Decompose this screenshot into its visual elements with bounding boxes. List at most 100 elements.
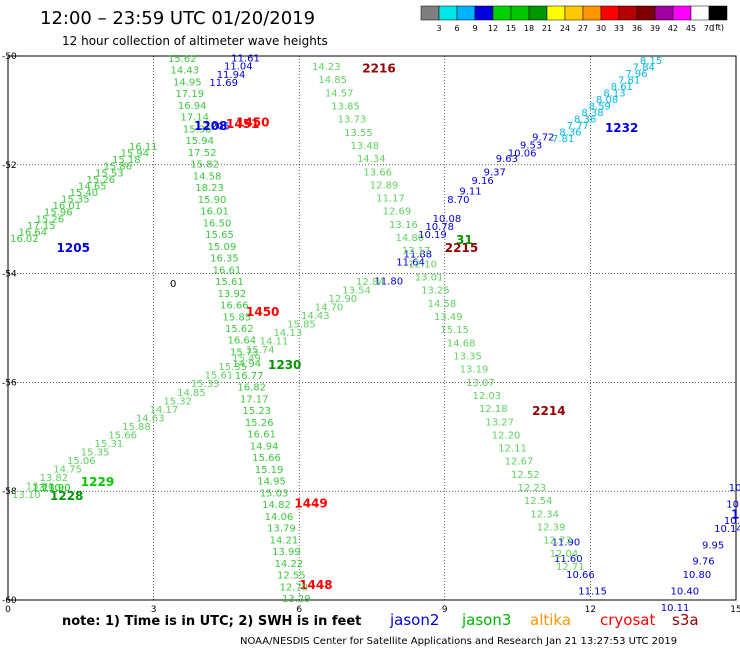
data-point: 14.95 xyxy=(173,77,202,88)
data-point: 16.01 xyxy=(53,201,82,212)
data-point: 12.11 xyxy=(498,444,527,455)
data-point: 12.90 xyxy=(328,294,357,305)
zero-marker: 0 xyxy=(170,279,176,290)
data-point: 14.65 xyxy=(78,181,107,192)
data-point: 15.61 xyxy=(205,371,234,382)
colorbar-swatch xyxy=(564,5,584,21)
footer-note: note: 1) Time is in UTC; 2) SWH is in fe… xyxy=(62,614,361,629)
data-point: 12.69 xyxy=(383,207,412,218)
data-point: 12.89 xyxy=(370,180,399,191)
colorbar-label: 9 xyxy=(472,24,477,33)
x-tick-label: 15 xyxy=(730,605,740,615)
data-point: 13.29 xyxy=(282,594,311,605)
data-point: 14.21 xyxy=(270,535,299,546)
data-point: 12.04 xyxy=(550,549,579,560)
data-point: 17.19 xyxy=(175,89,204,100)
y-tick-label: -60 xyxy=(2,596,17,606)
data-point: 14.57 xyxy=(325,88,354,99)
track-time-label: 31 xyxy=(456,233,473,247)
colorbar-label: 12 xyxy=(488,24,498,33)
data-point: 15.66 xyxy=(108,430,137,441)
data-point: 14.23 xyxy=(312,62,341,73)
colorbar-swatch xyxy=(672,5,692,21)
data-point: 13.82 xyxy=(40,473,69,484)
data-point: 15.09 xyxy=(208,242,237,253)
data-point: 16.01 xyxy=(200,207,229,218)
track-time-label: 1232 xyxy=(605,121,638,135)
data-point: 14.58 xyxy=(193,171,222,182)
data-point: 17.14 xyxy=(180,113,209,124)
data-point: 16.61 xyxy=(213,265,242,276)
data-point: 11.04 xyxy=(224,62,253,73)
data-point: 15.94 xyxy=(121,149,150,160)
data-point: 14.58 xyxy=(428,299,457,310)
data-point: 11.61 xyxy=(231,53,260,64)
data-point: 11.90 xyxy=(552,538,581,549)
track-time-label: 1205 xyxy=(57,241,90,255)
colorbar-swatch xyxy=(654,5,674,21)
data-point: 17.17 xyxy=(240,394,269,405)
data-point: 18.23 xyxy=(195,183,224,194)
data-point: 10.14 xyxy=(714,524,740,535)
data-point: 12.18 xyxy=(479,404,508,415)
data-point: 15.86 xyxy=(104,162,133,173)
colorbar-swatch xyxy=(600,5,620,21)
data-point: 14.43 xyxy=(301,311,330,322)
data-point: 12.55 xyxy=(277,571,306,582)
data-point: 11.69 xyxy=(209,78,238,89)
colorbar-label: 21 xyxy=(542,24,552,33)
colorbar-swatch xyxy=(510,5,530,21)
data-point: 15.33 xyxy=(191,379,220,390)
track-time-label: 1230 xyxy=(268,358,301,372)
data-point: 13.73 xyxy=(338,115,367,126)
credit-line: NOAA/NESDIS Center for Satellite Applica… xyxy=(240,636,677,647)
data-point: 15.03 xyxy=(260,488,289,499)
data-point: 15.26 xyxy=(36,214,65,225)
data-point: 15.49 xyxy=(232,354,261,365)
colorbar-label: 30 xyxy=(596,24,606,33)
data-point: 9.63 xyxy=(496,154,518,165)
data-point: 13.27 xyxy=(485,417,514,428)
data-point: 13.35 xyxy=(453,351,482,362)
data-point: 8.59 xyxy=(589,102,611,113)
data-point: 13.92 xyxy=(218,289,247,300)
data-point: 14.85 xyxy=(177,388,206,399)
data-point: 15.23 xyxy=(242,406,271,417)
data-point: 11.15 xyxy=(578,587,607,598)
data-point: 12.67 xyxy=(505,457,534,468)
data-point: 15.85 xyxy=(223,312,252,323)
data-point: 16.35 xyxy=(210,254,239,265)
data-point: 7.96 xyxy=(625,69,647,80)
data-point: 15.53 xyxy=(95,168,124,179)
data-point: 16.82 xyxy=(237,383,266,394)
colorbar-label: 15 xyxy=(506,24,516,33)
colorbar-swatch xyxy=(618,5,638,21)
data-point: 9.53 xyxy=(520,140,542,151)
data-point: 10. xyxy=(729,483,740,494)
legend-altika: altika xyxy=(530,611,571,629)
chart-subtitle: 12 hour collection of altimeter wave hei… xyxy=(62,34,328,48)
data-point: 15.32 xyxy=(163,396,192,407)
track-time-label: 2215 xyxy=(445,241,478,255)
y-tick-label: -54 xyxy=(2,270,17,280)
data-point: 13.79 xyxy=(267,524,296,535)
colorbar-swatch xyxy=(636,5,656,21)
data-point: 14.68 xyxy=(447,338,476,349)
data-point: 12.70 xyxy=(280,582,309,593)
data-point: 1205 xyxy=(205,121,230,132)
colorbar-label: 45 xyxy=(686,24,696,33)
data-point: 15.62 xyxy=(168,54,197,65)
data-point: 13.10 xyxy=(12,490,41,501)
data-point: 13.48 xyxy=(351,141,380,152)
data-point: 12.03 xyxy=(473,391,502,402)
data-point: 14.94 xyxy=(250,441,279,452)
colorbar-swatch xyxy=(474,5,494,21)
data-point: 14.13 xyxy=(273,328,302,339)
track-time-label: 1149 xyxy=(731,507,740,521)
data-point: 15.06 xyxy=(67,456,96,467)
track-time-label: 1450 xyxy=(246,305,279,319)
data-point: 10.78 xyxy=(425,222,454,233)
data-point: 14.75 xyxy=(53,464,82,475)
data-point: 15.82 xyxy=(190,160,219,171)
